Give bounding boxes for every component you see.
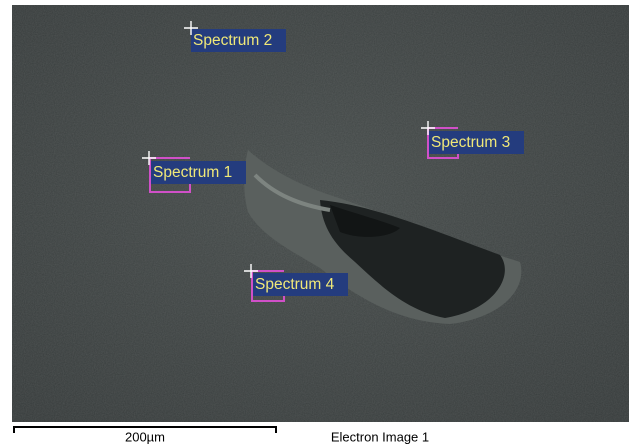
- spectrum-label: Spectrum 2: [193, 32, 272, 49]
- scale-label: 200µm: [125, 429, 165, 444]
- caption: Electron Image 1: [331, 429, 429, 444]
- spectrum-label: Spectrum 3: [431, 134, 510, 151]
- spectrum-label: Spectrum 1: [153, 164, 232, 181]
- screenshot: Spectrum 2 Spectrum 1 Spectrum 3 Spectru…: [0, 0, 641, 445]
- spectrum-label: Spectrum 4: [255, 276, 335, 293]
- sem-image: Spectrum 2 Spectrum 1 Spectrum 3 Spectru…: [0, 0, 641, 445]
